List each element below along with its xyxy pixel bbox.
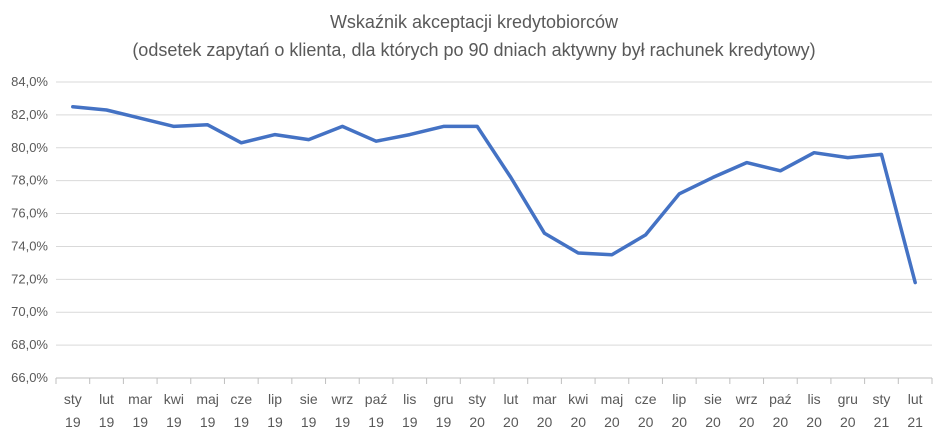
- x-tick-label-month: wrz: [330, 391, 353, 407]
- x-tick-label-year: 20: [705, 414, 721, 430]
- y-tick-label: 74,0%: [11, 238, 48, 253]
- y-tick-label: 66,0%: [11, 370, 48, 385]
- x-tick-label-month: kwi: [568, 391, 588, 407]
- x-tick-label-month: sty: [468, 391, 486, 407]
- x-tick-label-year: 19: [65, 414, 81, 430]
- x-tick-label-month: maj: [601, 391, 624, 407]
- x-tick-label-month: sty: [64, 391, 82, 407]
- x-tick-label-month: lip: [672, 391, 686, 407]
- x-tick-label-year: 19: [132, 414, 148, 430]
- y-tick-label: 70,0%: [11, 304, 48, 319]
- x-tick-label-year: 20: [469, 414, 485, 430]
- x-tick-label-year: 20: [638, 414, 654, 430]
- x-tick-label-month: paź: [365, 391, 388, 407]
- x-tick-label-year: 20: [604, 414, 620, 430]
- y-tick-label: 82,0%: [11, 107, 48, 122]
- x-tick-label-year: 20: [773, 414, 789, 430]
- x-tick-label-month: sie: [704, 391, 722, 407]
- x-tick-label-month: wrz: [735, 391, 758, 407]
- x-tick-label-month: lis: [807, 391, 820, 407]
- x-tick-label-month: gru: [838, 391, 858, 407]
- x-tick-label-year: 21: [907, 414, 923, 430]
- x-tick-label-month: lis: [403, 391, 416, 407]
- x-tick-label-year: 19: [200, 414, 216, 430]
- series-line: [71, 104, 917, 285]
- x-tick-label-month: sie: [300, 391, 318, 407]
- x-tick-label-month: kwi: [164, 391, 184, 407]
- x-tick-label-year: 20: [570, 414, 586, 430]
- x-tick-label-year: 20: [503, 414, 519, 430]
- y-tick-label: 76,0%: [11, 206, 48, 221]
- x-tick-label-year: 20: [806, 414, 822, 430]
- chart-subtitle: (odsetek zapytań o klienta, dla których …: [132, 40, 816, 60]
- x-tick-label-year: 19: [267, 414, 283, 430]
- x-tick-label-year: 19: [335, 414, 351, 430]
- x-tick-label-month: cze: [230, 391, 252, 407]
- x-tick-label-month: gru: [433, 391, 453, 407]
- x-tick-label-year: 19: [234, 414, 250, 430]
- x-tick-label-year: 20: [537, 414, 553, 430]
- x-tick-label-year: 19: [436, 414, 452, 430]
- x-tick-label-year: 20: [739, 414, 755, 430]
- x-tick-label-month: mar: [128, 391, 152, 407]
- x-tick-label-month: cze: [635, 391, 657, 407]
- x-tick-label-year: 20: [840, 414, 856, 430]
- x-tick-label-month: paź: [769, 391, 792, 407]
- x-tick-label-month: lut: [503, 391, 518, 407]
- x-tick-label-year: 19: [166, 414, 182, 430]
- x-tick-label-year: 19: [301, 414, 317, 430]
- y-tick-label: 78,0%: [11, 173, 48, 188]
- y-tick-label: 80,0%: [11, 140, 48, 155]
- x-tick-label-year: 19: [402, 414, 418, 430]
- x-tick-label-month: lut: [908, 391, 923, 407]
- x-tick-label-month: sty: [873, 391, 891, 407]
- x-tick-label-month: mar: [532, 391, 556, 407]
- x-tick-label-year: 21: [874, 414, 890, 430]
- x-tick-label-month: lut: [99, 391, 114, 407]
- x-tick-label-year: 19: [99, 414, 115, 430]
- x-tick-label-month: maj: [196, 391, 219, 407]
- y-tick-label: 72,0%: [11, 271, 48, 286]
- y-tick-label: 84,0%: [11, 74, 48, 89]
- x-tick-label-year: 20: [672, 414, 688, 430]
- chart-title: Wskaźnik akceptacji kredytobiorców: [329, 12, 619, 32]
- x-tick-label-month: lip: [268, 391, 282, 407]
- x-tick-label-year: 19: [368, 414, 384, 430]
- y-tick-label: 68,0%: [11, 337, 48, 352]
